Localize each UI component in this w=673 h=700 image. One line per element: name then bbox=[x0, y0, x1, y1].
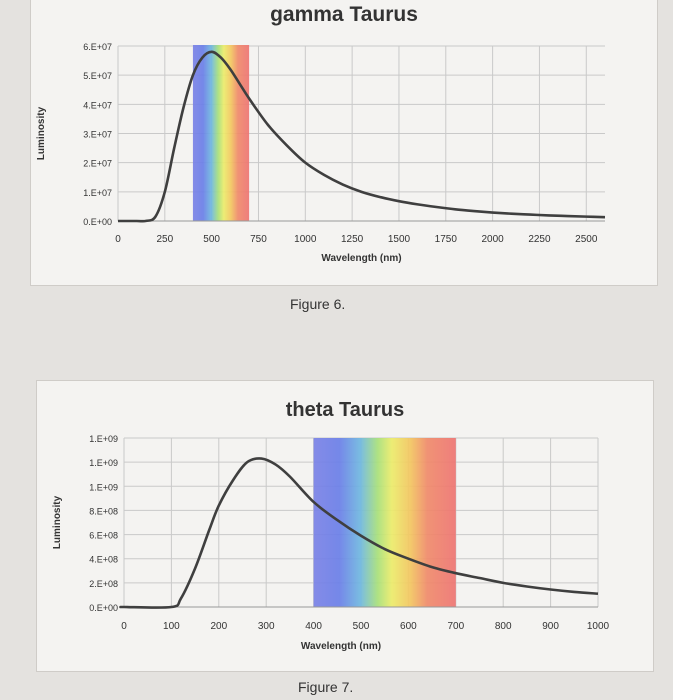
x-tick-label: 600 bbox=[400, 621, 417, 632]
y-tick-label: 1.E+09 bbox=[89, 482, 118, 492]
y-tick-label: 3.E+07 bbox=[83, 130, 112, 140]
x-tick-label: 500 bbox=[353, 621, 370, 632]
y-tick-label: 2.E+08 bbox=[89, 579, 118, 589]
y-tick-label: 1.E+07 bbox=[83, 188, 112, 198]
y-tick-label: 1.E+09 bbox=[89, 458, 118, 468]
x-tick-label: 900 bbox=[542, 621, 559, 632]
x-axis-label: Wavelength (nm) bbox=[301, 641, 381, 652]
chart-panel-gamma-taurus: gamma Taurus bbox=[30, 0, 658, 286]
x-axis-label: Wavelength (nm) bbox=[321, 253, 401, 264]
x-tick-label: 1500 bbox=[388, 234, 411, 245]
y-tick-label: 8.E+08 bbox=[89, 506, 118, 516]
y-tick-label: 0.E+00 bbox=[83, 217, 112, 227]
y-axis-label: Luminosity bbox=[52, 495, 63, 549]
x-tick-label: 200 bbox=[210, 621, 227, 632]
x-tick-label: 300 bbox=[258, 621, 275, 632]
x-tick-label: 400 bbox=[305, 621, 322, 632]
x-tick-label: 0 bbox=[121, 621, 127, 632]
chart-title: theta Taurus bbox=[285, 399, 405, 421]
y-axis-label: Luminosity bbox=[36, 106, 47, 160]
y-tick-label: 5.E+07 bbox=[83, 71, 112, 81]
x-tick-label: 100 bbox=[163, 621, 180, 632]
y-tick-label: 6.E+08 bbox=[89, 531, 118, 541]
series-line bbox=[119, 457, 599, 609]
x-tick-label: 2000 bbox=[481, 234, 504, 245]
visible-spectrum-band bbox=[192, 45, 250, 221]
visible-spectrum-band bbox=[313, 438, 456, 607]
x-tick-label: 700 bbox=[447, 621, 464, 632]
x-tick-label: 1000 bbox=[294, 234, 317, 245]
y-tick-label: 2.E+07 bbox=[83, 159, 112, 169]
y-tick-label: 1.E+09 bbox=[89, 434, 118, 444]
x-tick-label: 1750 bbox=[435, 234, 458, 245]
figure-caption: Figure 6. bbox=[290, 296, 346, 312]
x-tick-label: 250 bbox=[156, 234, 173, 245]
x-tick-label: 2500 bbox=[575, 234, 598, 245]
x-tick-label: 0 bbox=[115, 234, 121, 245]
x-tick-label: 800 bbox=[495, 621, 512, 632]
x-tick-label: 1250 bbox=[341, 234, 364, 245]
y-tick-label: 6.E+07 bbox=[83, 42, 112, 52]
x-tick-label: 500 bbox=[203, 234, 220, 245]
x-tick-label: 750 bbox=[250, 234, 267, 245]
y-tick-label: 4.E+08 bbox=[89, 555, 118, 565]
series-line bbox=[117, 50, 606, 223]
chart-title: gamma Taurus bbox=[270, 3, 418, 26]
figure-caption: Figure 7. bbox=[298, 679, 354, 695]
x-tick-label: 1000 bbox=[587, 621, 610, 632]
y-tick-label: 0.E+00 bbox=[89, 603, 118, 613]
x-tick-label: 2250 bbox=[528, 234, 551, 245]
y-tick-label: 4.E+07 bbox=[83, 100, 112, 110]
